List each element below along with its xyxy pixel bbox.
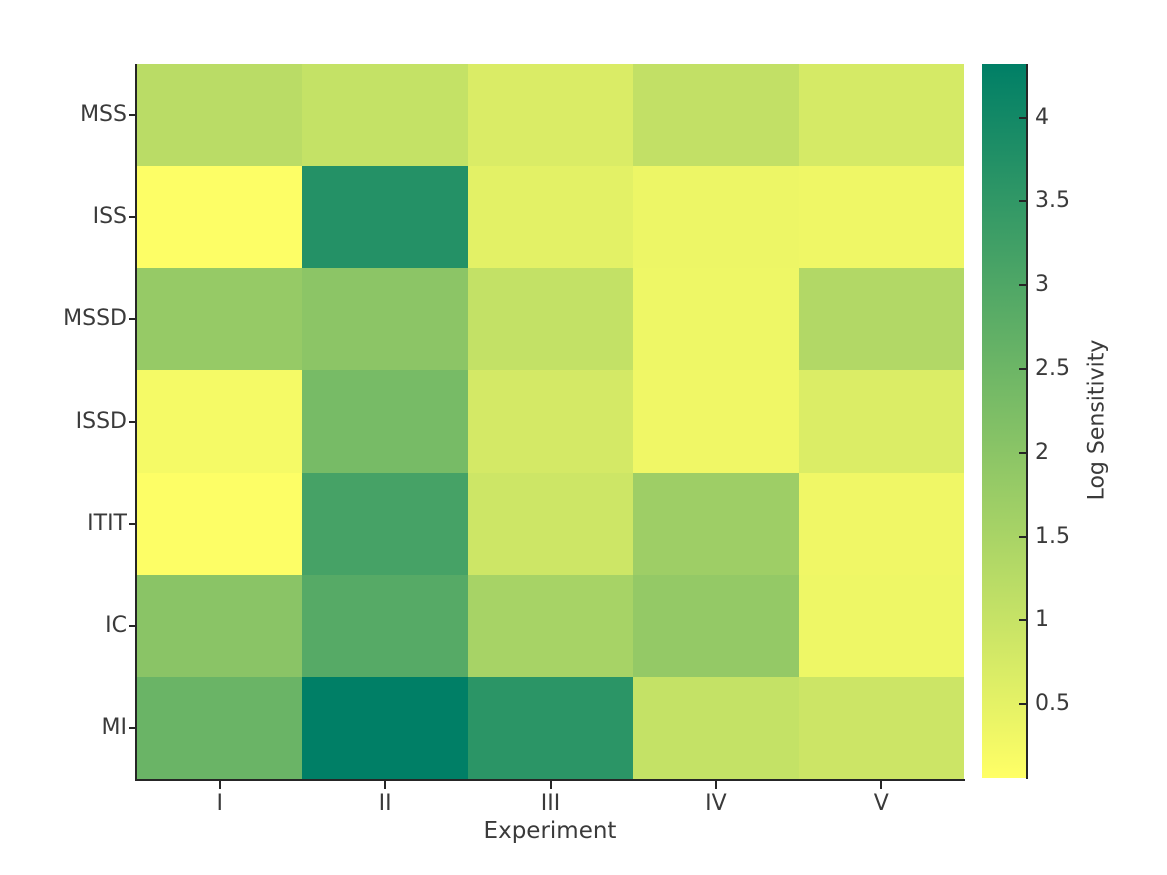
- heatmap-grid: [137, 64, 964, 779]
- colorbar-spine: [1026, 64, 1028, 779]
- colorbar-tick-mark: [1019, 619, 1026, 622]
- colorbar-tick-label: 2.5: [1035, 356, 1070, 382]
- y-tick-label: ISS: [92, 204, 127, 230]
- x-axis-title: Experiment: [483, 818, 617, 844]
- colorbar-axis-title: Log Sensitivity: [1084, 339, 1110, 501]
- colorbar-tick-label: 1: [1035, 607, 1049, 633]
- colorbar-tick-mark: [1019, 368, 1026, 371]
- y-tick-label: ISSD: [75, 408, 127, 434]
- x-tick-mark: [384, 781, 387, 789]
- colorbar-tick-label: 3: [1035, 272, 1049, 298]
- heatmap-cell: [798, 370, 964, 473]
- heatmap-cell: [137, 64, 303, 167]
- colorbar-tick-label: 3.5: [1035, 188, 1070, 214]
- y-tick-label: ITIT: [87, 510, 127, 536]
- x-tick-label: IV: [705, 791, 727, 816]
- heatmap-cell: [137, 472, 303, 575]
- heatmap-cell: [302, 370, 468, 473]
- x-tick-mark: [880, 781, 883, 789]
- heatmap-cell: [137, 166, 303, 269]
- y-tick-mark: [129, 624, 137, 627]
- x-tick-mark: [549, 781, 552, 789]
- heatmap-cell: [798, 268, 964, 371]
- heatmap-cell: [798, 676, 964, 779]
- heatmap-plot-area: [137, 64, 964, 779]
- colorbar-tick-label: 1.5: [1035, 523, 1070, 549]
- colorbar-tick-mark: [1019, 116, 1026, 119]
- heatmap-cell: [467, 472, 634, 575]
- heatmap-cell: [302, 472, 468, 575]
- heatmap-cell: [467, 676, 634, 779]
- heatmap-cell: [798, 166, 964, 269]
- heatmap-cell: [633, 64, 799, 167]
- colorbar-gradient: [982, 64, 1026, 778]
- heatmap-cell: [798, 64, 964, 167]
- x-tick-mark: [714, 781, 717, 789]
- heatmap-cell: [798, 574, 964, 677]
- colorbar-tick-label: 2: [1035, 439, 1049, 465]
- x-axis-spine: [135, 779, 965, 781]
- x-tick-label: III: [540, 791, 561, 816]
- y-tick-label: MI: [101, 714, 127, 740]
- heatmap-cell: [633, 574, 799, 677]
- colorbar: [982, 64, 1026, 778]
- heatmap-cell: [467, 268, 634, 371]
- x-tick-label: II: [378, 791, 392, 816]
- x-tick-label: I: [216, 791, 223, 816]
- heatmap-cell: [467, 574, 634, 677]
- heatmap-cell: [302, 166, 468, 269]
- heatmap-cell: [467, 64, 634, 167]
- heatmap-cell: [137, 268, 303, 371]
- y-tick-mark: [129, 216, 137, 219]
- heatmap-cell: [467, 166, 634, 269]
- heatmap-cell: [302, 268, 468, 371]
- colorbar-tick-mark: [1019, 284, 1026, 287]
- heatmap-cell: [633, 472, 799, 575]
- x-tick-label: V: [873, 791, 889, 816]
- heatmap-cell: [137, 574, 303, 677]
- colorbar-tick-label: 0.5: [1035, 691, 1070, 717]
- heatmap-cell: [633, 370, 799, 473]
- heatmap-cell: [633, 166, 799, 269]
- heatmap-cell: [798, 472, 964, 575]
- y-tick-label: MSS: [80, 102, 127, 128]
- y-tick-mark: [129, 726, 137, 729]
- colorbar-tick-mark: [1019, 451, 1026, 454]
- y-tick-mark: [129, 114, 137, 117]
- heatmap-cell: [467, 370, 634, 473]
- y-tick-label: MSSD: [63, 306, 127, 332]
- y-tick-label: IC: [105, 612, 127, 638]
- y-tick-mark: [129, 420, 137, 423]
- heatmap-cell: [302, 574, 468, 677]
- heatmap-cell: [137, 370, 303, 473]
- colorbar-tick-label: 4: [1035, 104, 1049, 130]
- y-tick-mark: [129, 318, 137, 321]
- heatmap-cell: [633, 676, 799, 779]
- y-tick-mark: [129, 522, 137, 525]
- heatmap-cell: [302, 676, 468, 779]
- heatmap-cell: [302, 64, 468, 167]
- heatmap-cell: [137, 676, 303, 779]
- heatmap-cell: [633, 268, 799, 371]
- colorbar-tick-mark: [1019, 703, 1026, 706]
- colorbar-tick-mark: [1019, 200, 1026, 203]
- x-tick-mark: [218, 781, 221, 789]
- colorbar-tick-mark: [1019, 535, 1026, 538]
